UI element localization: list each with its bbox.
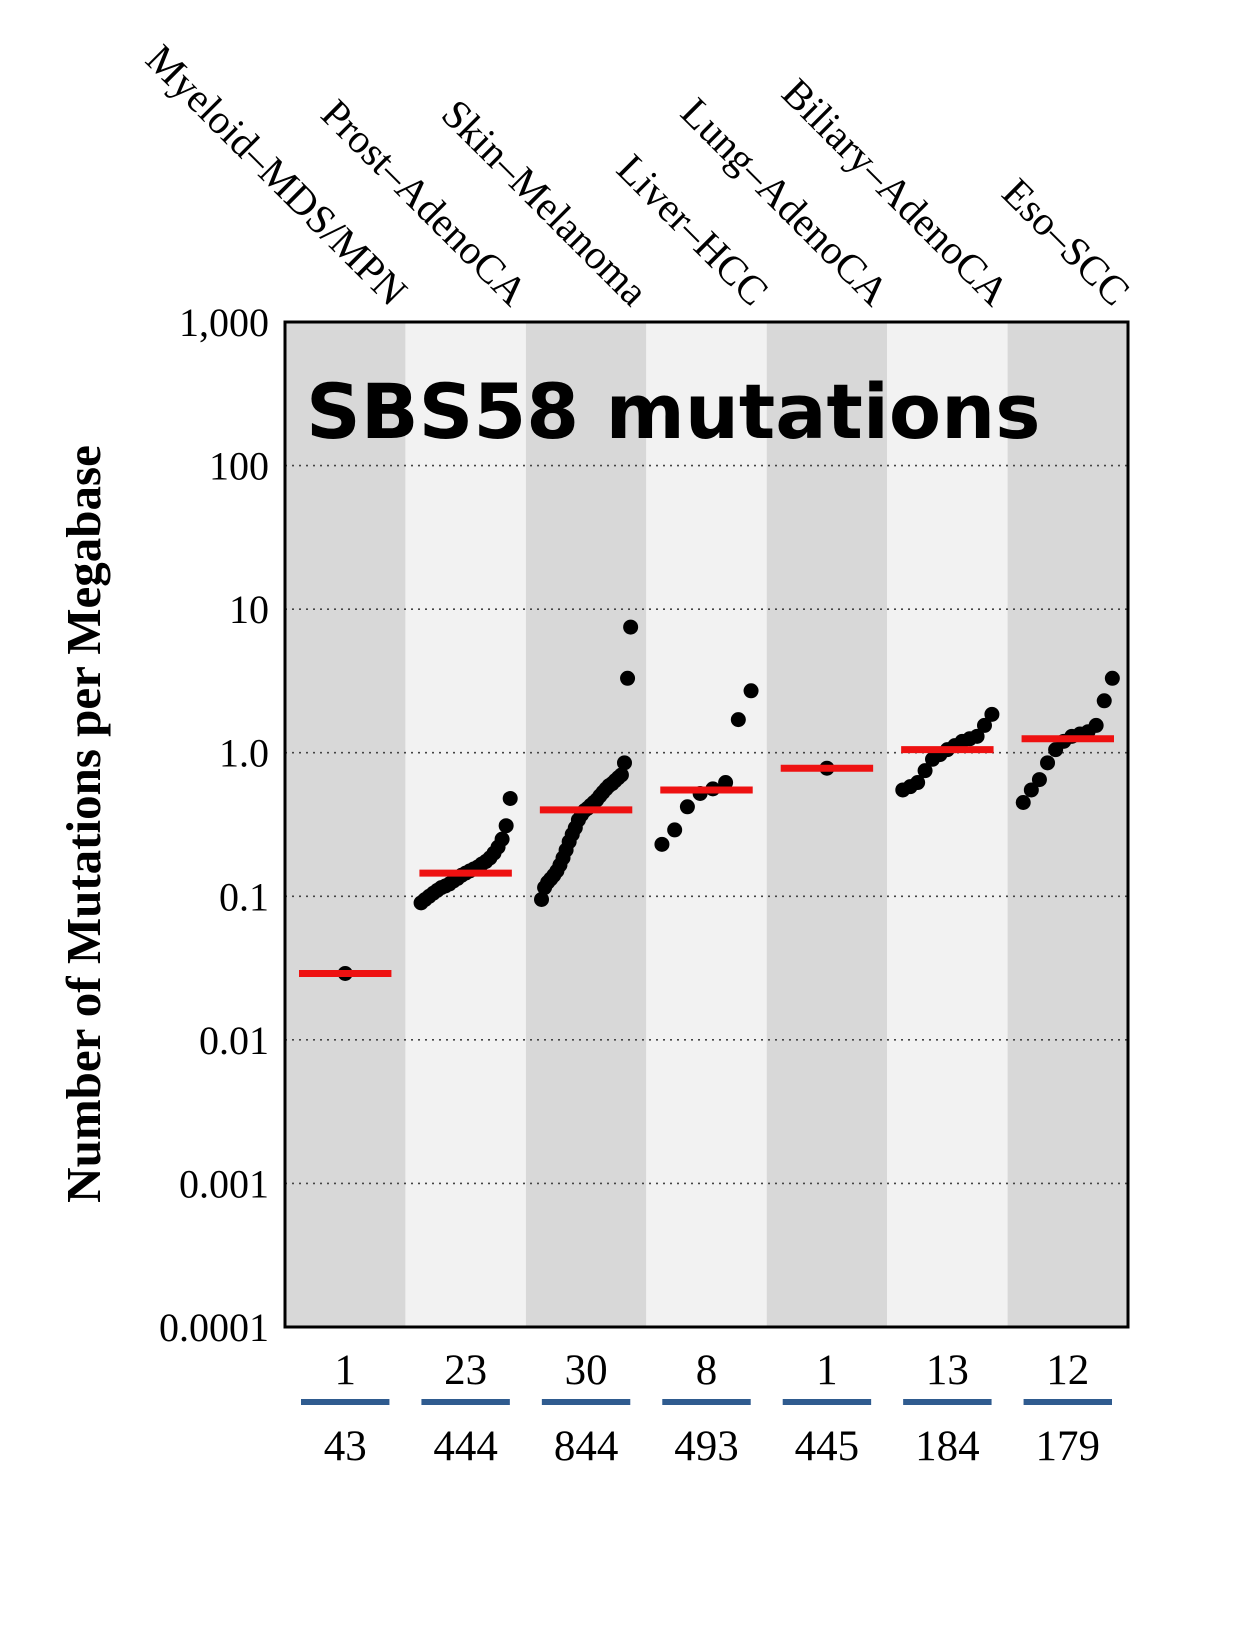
y-axis-label: Number of Mutations per Megabase [56,445,111,1203]
data-point [679,799,695,815]
sample-counts: 1 43 23 444 30 844 8 493 1 445 13 184 12 179 [301,1347,1112,1470]
data-point [1031,772,1047,788]
y-tick-label: 0.01 [199,1018,269,1063]
data-point [1023,782,1039,798]
column-band [646,322,767,1327]
column-band [1007,322,1128,1327]
y-tick-label: 100 [209,444,269,489]
column-band [766,322,888,1327]
data-point [976,717,992,733]
data-point [969,728,985,744]
column-band [525,322,647,1327]
category-labels: Myeloid–MDS/MPNProst–AdenoCASkin–Melanom… [137,35,1139,314]
count-total: 445 [795,1423,860,1470]
column-band [887,322,1008,1327]
data-point [1088,717,1104,733]
count-total: 43 [324,1423,367,1470]
data-point [654,836,670,852]
category-label: Lung–AdenoCA [672,89,898,315]
data-point [984,706,1000,722]
data-point [616,755,632,771]
count-with-signature: 1 [816,1347,838,1394]
category-label: Eso–SCC [994,169,1139,314]
count-total: 444 [433,1423,498,1470]
category-label: Skin–Melanoma [433,90,657,314]
y-tick-labels: 1,000 100 10 1.0 0.1 0.01 0.001 0.0001 [159,300,269,1350]
count-total: 493 [674,1423,739,1470]
y-tick-label: 1,000 [179,300,269,345]
median-lines [299,735,1114,977]
count-with-signature: 23 [444,1347,487,1394]
category-label: Prost–AdenoCA [313,90,537,314]
count-with-signature: 30 [565,1347,608,1394]
data-point [1015,795,1031,811]
category-label: Biliary–AdenoCA [773,69,1018,314]
y-tick-label: 0.0001 [159,1305,269,1350]
data-point [667,822,683,838]
data-point [613,767,629,783]
data-point [534,891,550,907]
data-point [917,763,933,779]
count-with-signature: 1 [334,1347,356,1394]
count-total: 184 [915,1423,980,1470]
count-with-signature: 12 [1046,1347,1089,1394]
column-bands [285,322,1128,1327]
chart-title: SBS58 mutations [306,367,1040,456]
data-point [718,775,734,791]
count-total: 179 [1036,1423,1101,1470]
data-point [730,712,746,728]
data-point [623,619,639,635]
data-point [1104,670,1120,686]
plot-border [283,320,1130,1329]
data-point [620,670,636,686]
data-point [498,818,514,834]
data-point [910,775,926,791]
y-tick-label: 0.1 [219,874,269,919]
column-band [285,322,406,1327]
data-point [1040,755,1056,771]
data-point [743,683,759,699]
count-total: 844 [554,1423,619,1470]
y-tick-label: 10 [229,587,269,632]
count-with-signature: 13 [926,1347,969,1394]
data-point [1096,693,1112,709]
data-point [502,790,518,806]
count-with-signature: 8 [696,1347,718,1394]
data-point [494,831,510,847]
y-tick-label: 1.0 [219,731,269,776]
y-tick-label: 0.001 [179,1161,269,1206]
